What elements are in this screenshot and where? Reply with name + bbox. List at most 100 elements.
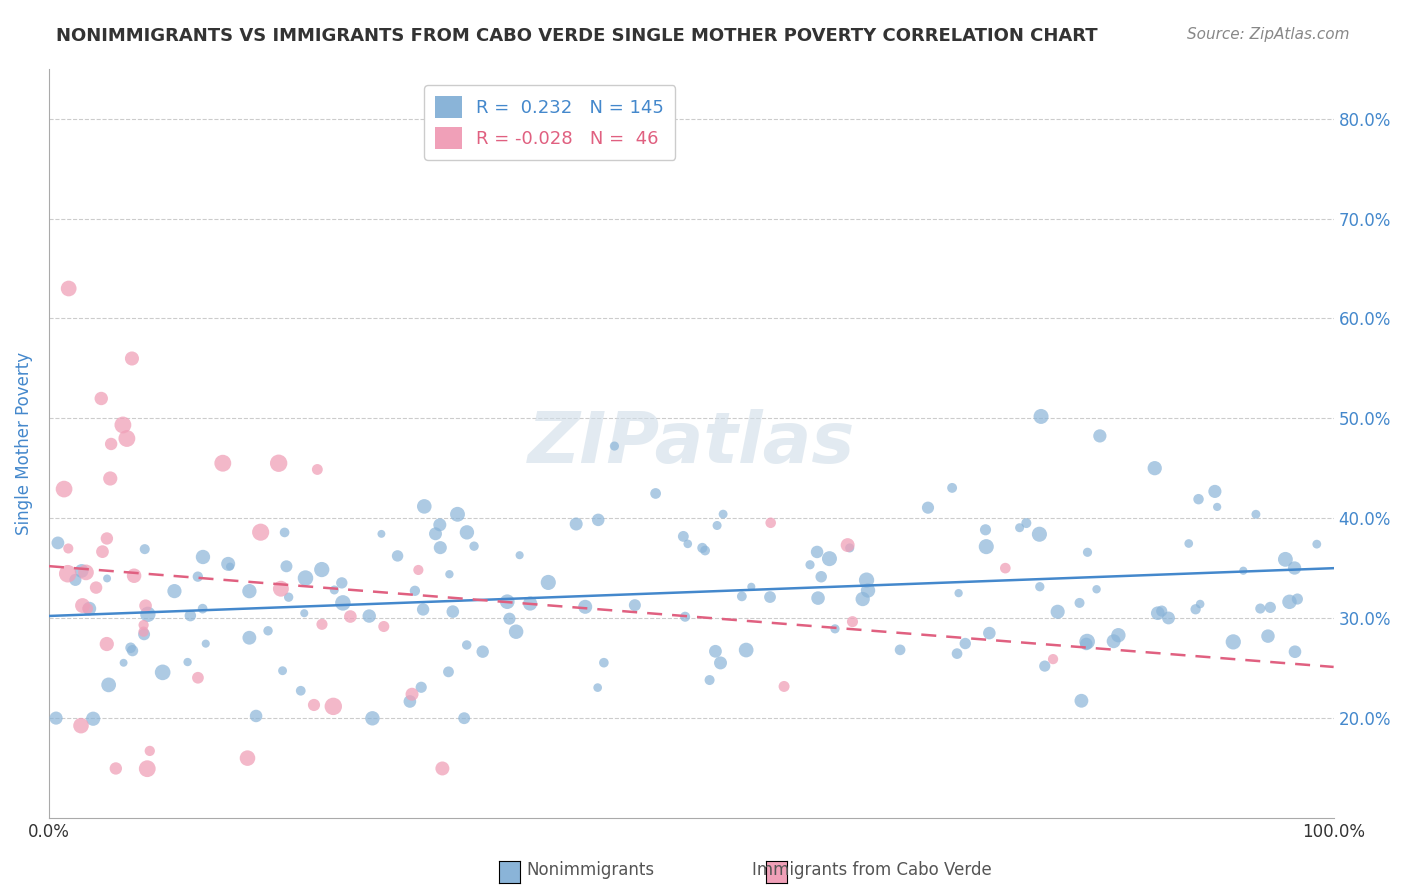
Point xyxy=(97,678,120,692)
Point xyxy=(277,590,299,604)
Point xyxy=(179,608,201,623)
Legend: R =  0.232   N = 145, R = -0.028   N =  46: R = 0.232 N = 145, R = -0.028 N = 46 xyxy=(425,85,675,160)
Point xyxy=(1257,629,1279,643)
Point xyxy=(841,615,863,629)
Point xyxy=(271,664,294,678)
Point xyxy=(194,637,217,651)
Point xyxy=(311,563,333,577)
Point xyxy=(1070,694,1092,708)
Point xyxy=(799,558,821,572)
Point xyxy=(1107,628,1129,642)
Point xyxy=(699,673,721,687)
Point xyxy=(603,439,626,453)
Point xyxy=(294,571,316,585)
Point xyxy=(238,631,260,645)
Point xyxy=(1206,500,1229,514)
Point xyxy=(948,586,970,600)
Point xyxy=(176,655,198,669)
Point xyxy=(191,601,214,615)
Point xyxy=(1042,652,1064,666)
Text: NONIMMIGRANTS VS IMMIGRANTS FROM CABO VERDE SINGLE MOTHER POVERTY CORRELATION CH: NONIMMIGRANTS VS IMMIGRANTS FROM CABO VE… xyxy=(56,27,1098,45)
Point xyxy=(104,762,127,776)
Point xyxy=(111,417,134,432)
Point xyxy=(838,541,860,555)
Point xyxy=(361,711,384,725)
Point xyxy=(1088,429,1111,443)
Point xyxy=(974,540,997,554)
Point xyxy=(292,606,315,620)
Point xyxy=(115,432,138,446)
Point xyxy=(323,582,346,597)
Point xyxy=(1177,536,1199,550)
Point xyxy=(139,744,162,758)
Point xyxy=(496,595,519,609)
Point xyxy=(837,538,859,552)
Point xyxy=(624,598,647,612)
Point xyxy=(574,599,596,614)
Text: ZIPatlas: ZIPatlas xyxy=(527,409,855,478)
Point xyxy=(1102,634,1125,648)
Point xyxy=(735,643,758,657)
Point xyxy=(1076,545,1098,559)
Point xyxy=(1157,611,1180,625)
Point xyxy=(1143,461,1166,475)
Point xyxy=(58,281,80,295)
Point xyxy=(219,559,242,574)
Point xyxy=(302,698,325,712)
Point xyxy=(1033,659,1056,673)
Point xyxy=(249,525,271,540)
Point xyxy=(96,637,118,651)
Point xyxy=(399,694,422,708)
Point xyxy=(404,583,426,598)
Point xyxy=(90,392,112,406)
Point xyxy=(425,526,447,541)
Point xyxy=(322,699,344,714)
Point xyxy=(498,612,520,626)
Point xyxy=(1150,604,1173,618)
Point xyxy=(941,481,963,495)
Point xyxy=(98,471,121,485)
Point xyxy=(810,570,832,584)
Point xyxy=(1008,521,1031,535)
Point xyxy=(359,609,381,624)
Point xyxy=(339,609,361,624)
Point xyxy=(238,584,260,599)
Point xyxy=(1184,602,1206,616)
Point xyxy=(429,517,451,532)
Point xyxy=(1260,600,1282,615)
Point xyxy=(273,525,295,540)
Point xyxy=(1029,409,1052,424)
Point xyxy=(413,500,436,514)
Point xyxy=(387,549,409,563)
Point xyxy=(373,619,395,633)
Point xyxy=(807,591,830,606)
Point xyxy=(276,559,298,574)
Point xyxy=(91,544,114,558)
Point xyxy=(740,580,762,594)
Point xyxy=(311,617,333,632)
Point xyxy=(257,624,280,638)
Point xyxy=(370,527,392,541)
Point xyxy=(45,711,67,725)
Point xyxy=(121,351,143,366)
Point xyxy=(974,523,997,537)
Point xyxy=(96,532,118,546)
Point xyxy=(1146,606,1168,620)
Point xyxy=(112,656,135,670)
Point xyxy=(432,762,454,776)
Point xyxy=(132,618,155,632)
Point xyxy=(1244,508,1267,522)
Point xyxy=(537,575,560,590)
Point xyxy=(1284,561,1306,575)
Point xyxy=(1286,592,1309,607)
Point xyxy=(408,563,430,577)
Point xyxy=(96,571,118,585)
Point xyxy=(53,482,76,496)
Text: Immigrants from Cabo Verde: Immigrants from Cabo Verde xyxy=(752,861,991,879)
Point xyxy=(191,549,214,564)
Point xyxy=(82,712,104,726)
Point xyxy=(132,624,155,639)
Point xyxy=(593,656,616,670)
Point xyxy=(330,575,353,590)
Point xyxy=(136,762,159,776)
